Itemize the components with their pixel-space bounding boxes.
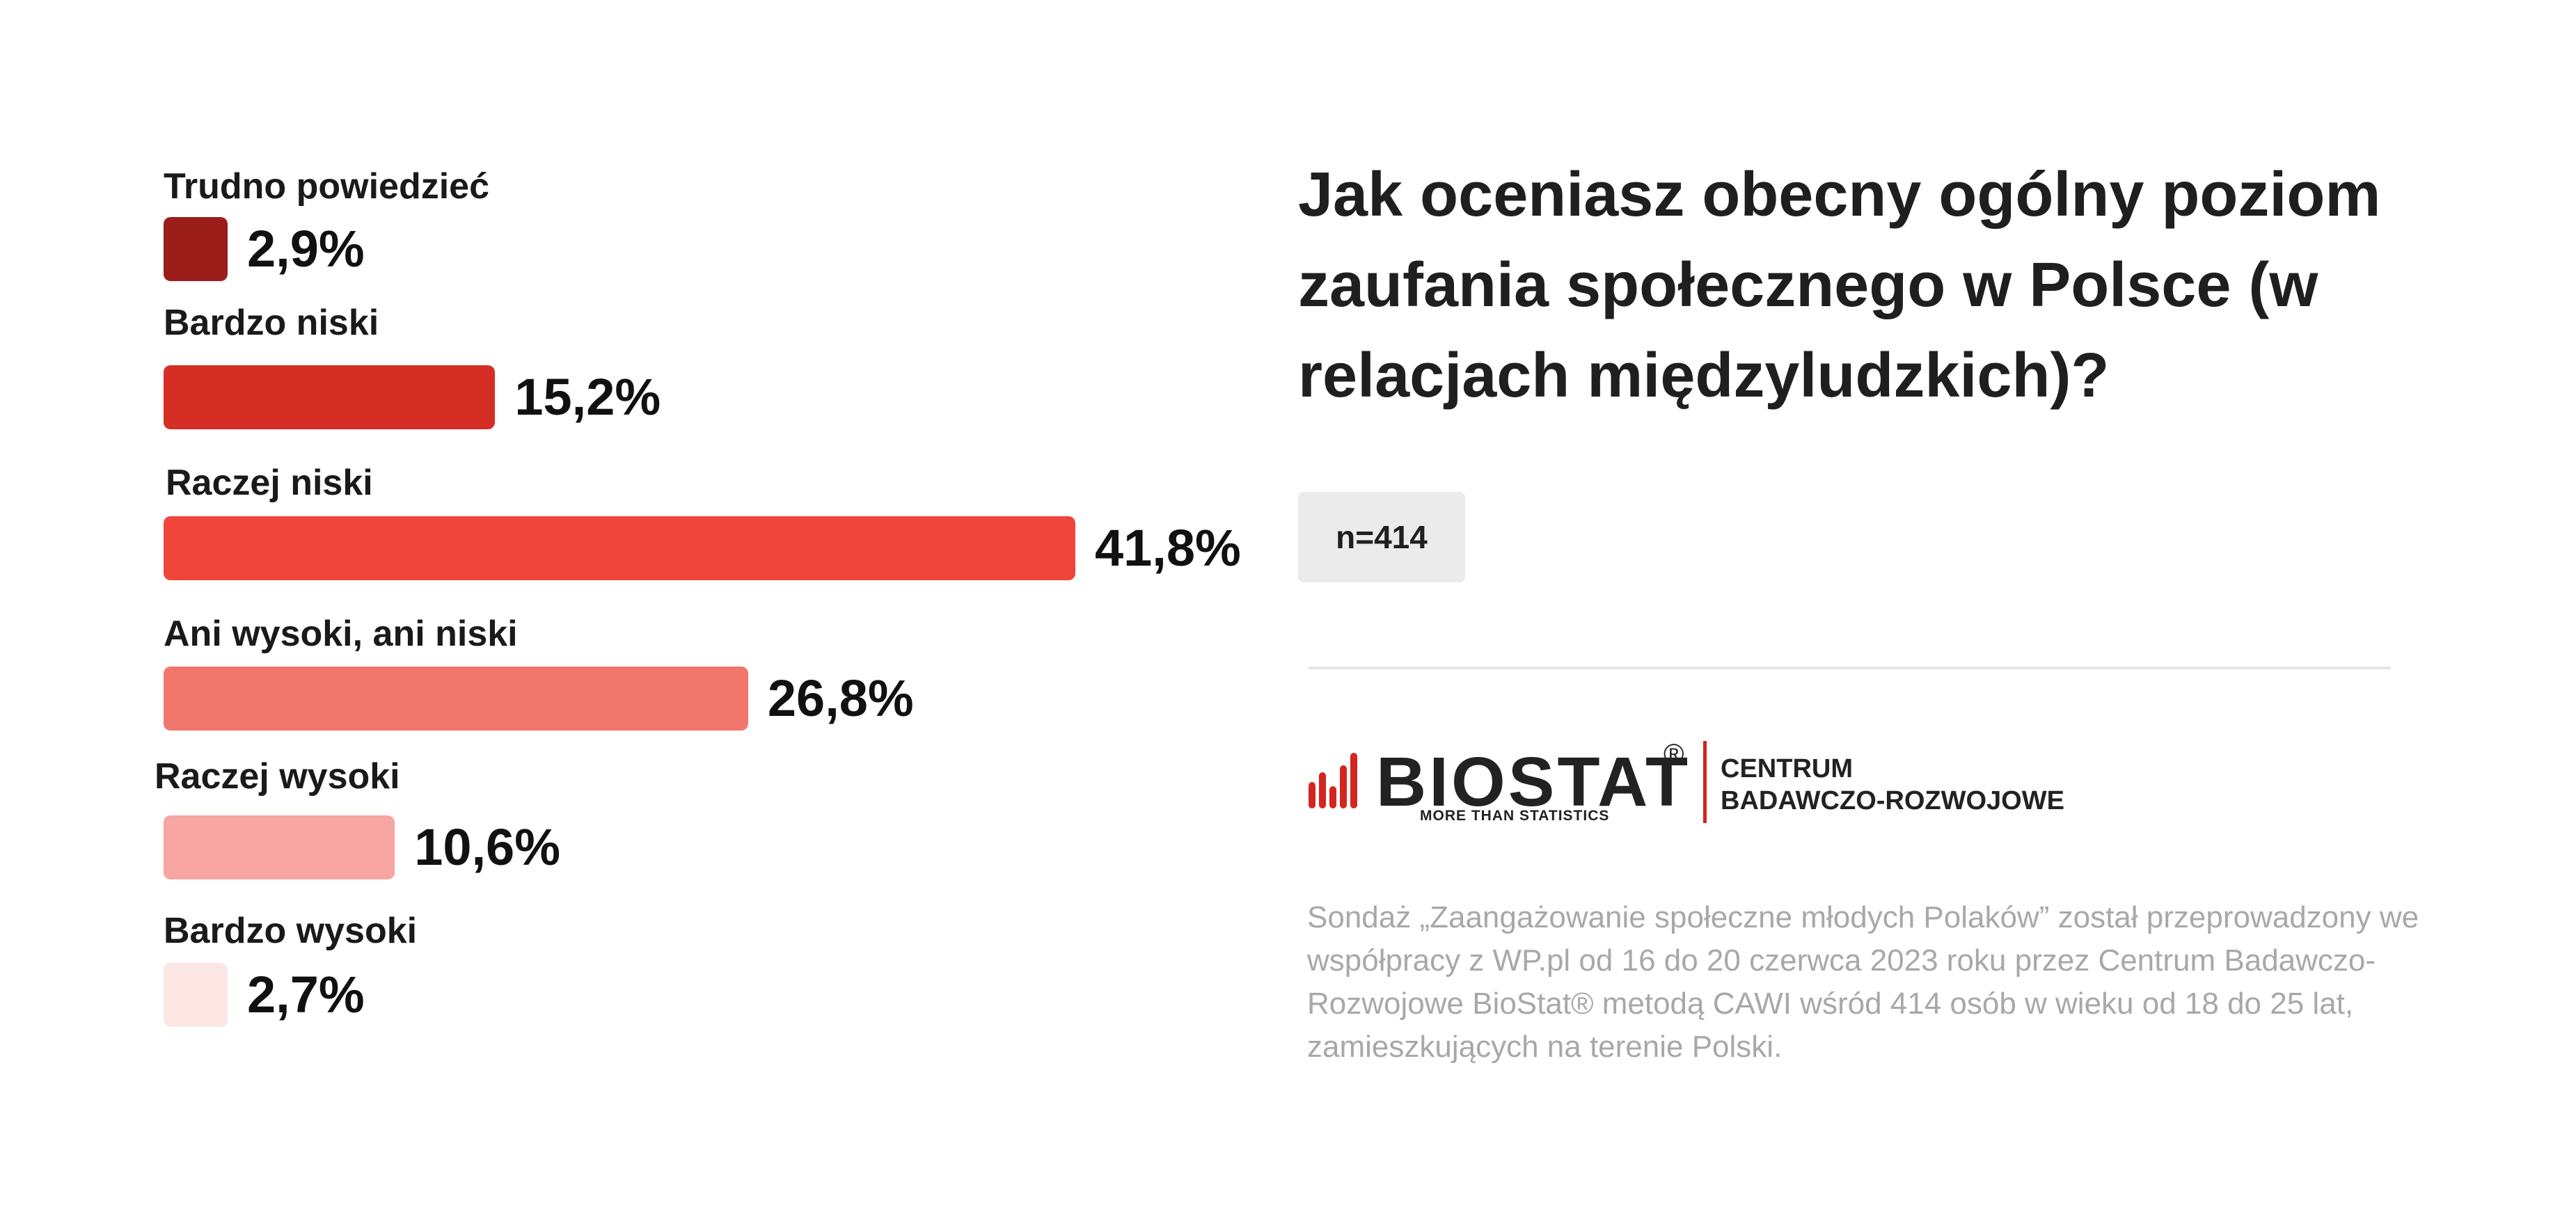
category-label: Trudno powiedzieć bbox=[164, 166, 490, 207]
bar-chart-logo-icon bbox=[1309, 753, 1357, 808]
bar-chart: Trudno powiedzieć 2,9% Bardzo niski 15,2% Ra… bbox=[155, 166, 1241, 1027]
bar bbox=[164, 365, 496, 429]
category-label: Bardzo niski bbox=[164, 303, 379, 343]
divider bbox=[1309, 667, 2391, 669]
value-label: 26,8% bbox=[767, 669, 914, 727]
bar bbox=[164, 217, 228, 281]
value-label: 10,6% bbox=[414, 818, 561, 876]
bar bbox=[164, 963, 228, 1027]
logo-centrum-text: CENTRUM BADAWCZO-ROZWOJOWE bbox=[1721, 753, 2064, 817]
value-label: 2,9% bbox=[247, 220, 365, 278]
bar bbox=[164, 815, 395, 879]
logo-tagline: MORE THAN STATISTICS bbox=[1420, 808, 1610, 824]
logo-wordmark: BIOSTAT bbox=[1376, 743, 1691, 821]
biostat-logo: BIOSTAT ® MORE THAN STATISTICS CENTRUM B… bbox=[1309, 737, 2074, 842]
bar bbox=[164, 516, 1075, 580]
category-label: Raczej niski bbox=[166, 463, 373, 503]
logo-registered-mark: ® bbox=[1664, 739, 1684, 770]
value-label: 2,7% bbox=[247, 966, 365, 1023]
survey-footnote: Sondaż „Zaangażowanie społeczne młodych … bbox=[1307, 900, 2419, 1064]
logo-centrum-line-1: CENTRUM bbox=[1721, 754, 1853, 783]
logo-centrum-line-2: BADAWCZO-ROZWOJOWE bbox=[1721, 786, 2064, 815]
logo-separator bbox=[1703, 741, 1707, 823]
bar bbox=[164, 667, 748, 731]
category-label: Bardzo wysoki bbox=[164, 911, 418, 951]
chart-question-title: Jak oceniasz obecny ogólny poziom zaufan… bbox=[1298, 160, 2381, 410]
category-label: Ani wysoki, ani niski bbox=[164, 614, 518, 654]
value-label: 41,8% bbox=[1095, 519, 1241, 577]
category-label: Raczej wysoki bbox=[155, 756, 400, 797]
value-label: 15,2% bbox=[514, 368, 661, 426]
sample-size-badge: n=414 bbox=[1298, 492, 1465, 582]
